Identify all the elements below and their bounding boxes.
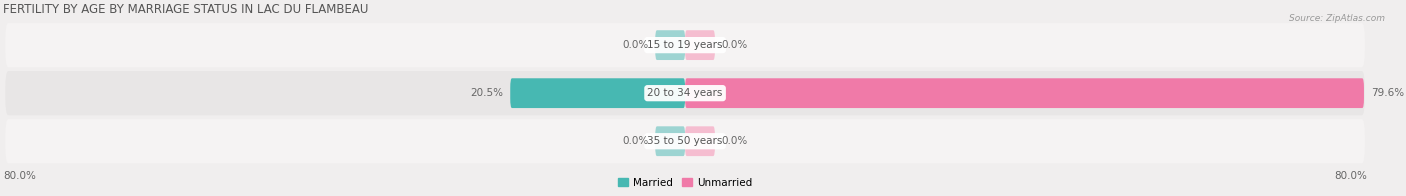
Text: Source: ZipAtlas.com: Source: ZipAtlas.com — [1289, 14, 1385, 23]
Text: 79.6%: 79.6% — [1371, 88, 1405, 98]
Legend: Married, Unmarried: Married, Unmarried — [613, 173, 756, 192]
Text: 20.5%: 20.5% — [471, 88, 503, 98]
Text: 80.0%: 80.0% — [3, 171, 35, 181]
Text: 0.0%: 0.0% — [721, 40, 748, 50]
FancyBboxPatch shape — [6, 119, 1365, 163]
Text: 35 to 50 years: 35 to 50 years — [647, 136, 723, 146]
Text: 0.0%: 0.0% — [721, 136, 748, 146]
FancyBboxPatch shape — [685, 126, 714, 156]
Text: 80.0%: 80.0% — [1334, 171, 1368, 181]
FancyBboxPatch shape — [655, 126, 685, 156]
Text: 0.0%: 0.0% — [621, 40, 648, 50]
FancyBboxPatch shape — [6, 23, 1365, 67]
FancyBboxPatch shape — [6, 71, 1365, 115]
Text: 20 to 34 years: 20 to 34 years — [647, 88, 723, 98]
FancyBboxPatch shape — [685, 78, 1364, 108]
Text: 0.0%: 0.0% — [621, 136, 648, 146]
FancyBboxPatch shape — [655, 30, 685, 60]
FancyBboxPatch shape — [685, 30, 714, 60]
Text: FERTILITY BY AGE BY MARRIAGE STATUS IN LAC DU FLAMBEAU: FERTILITY BY AGE BY MARRIAGE STATUS IN L… — [3, 3, 368, 16]
Text: 15 to 19 years: 15 to 19 years — [647, 40, 723, 50]
FancyBboxPatch shape — [510, 78, 685, 108]
